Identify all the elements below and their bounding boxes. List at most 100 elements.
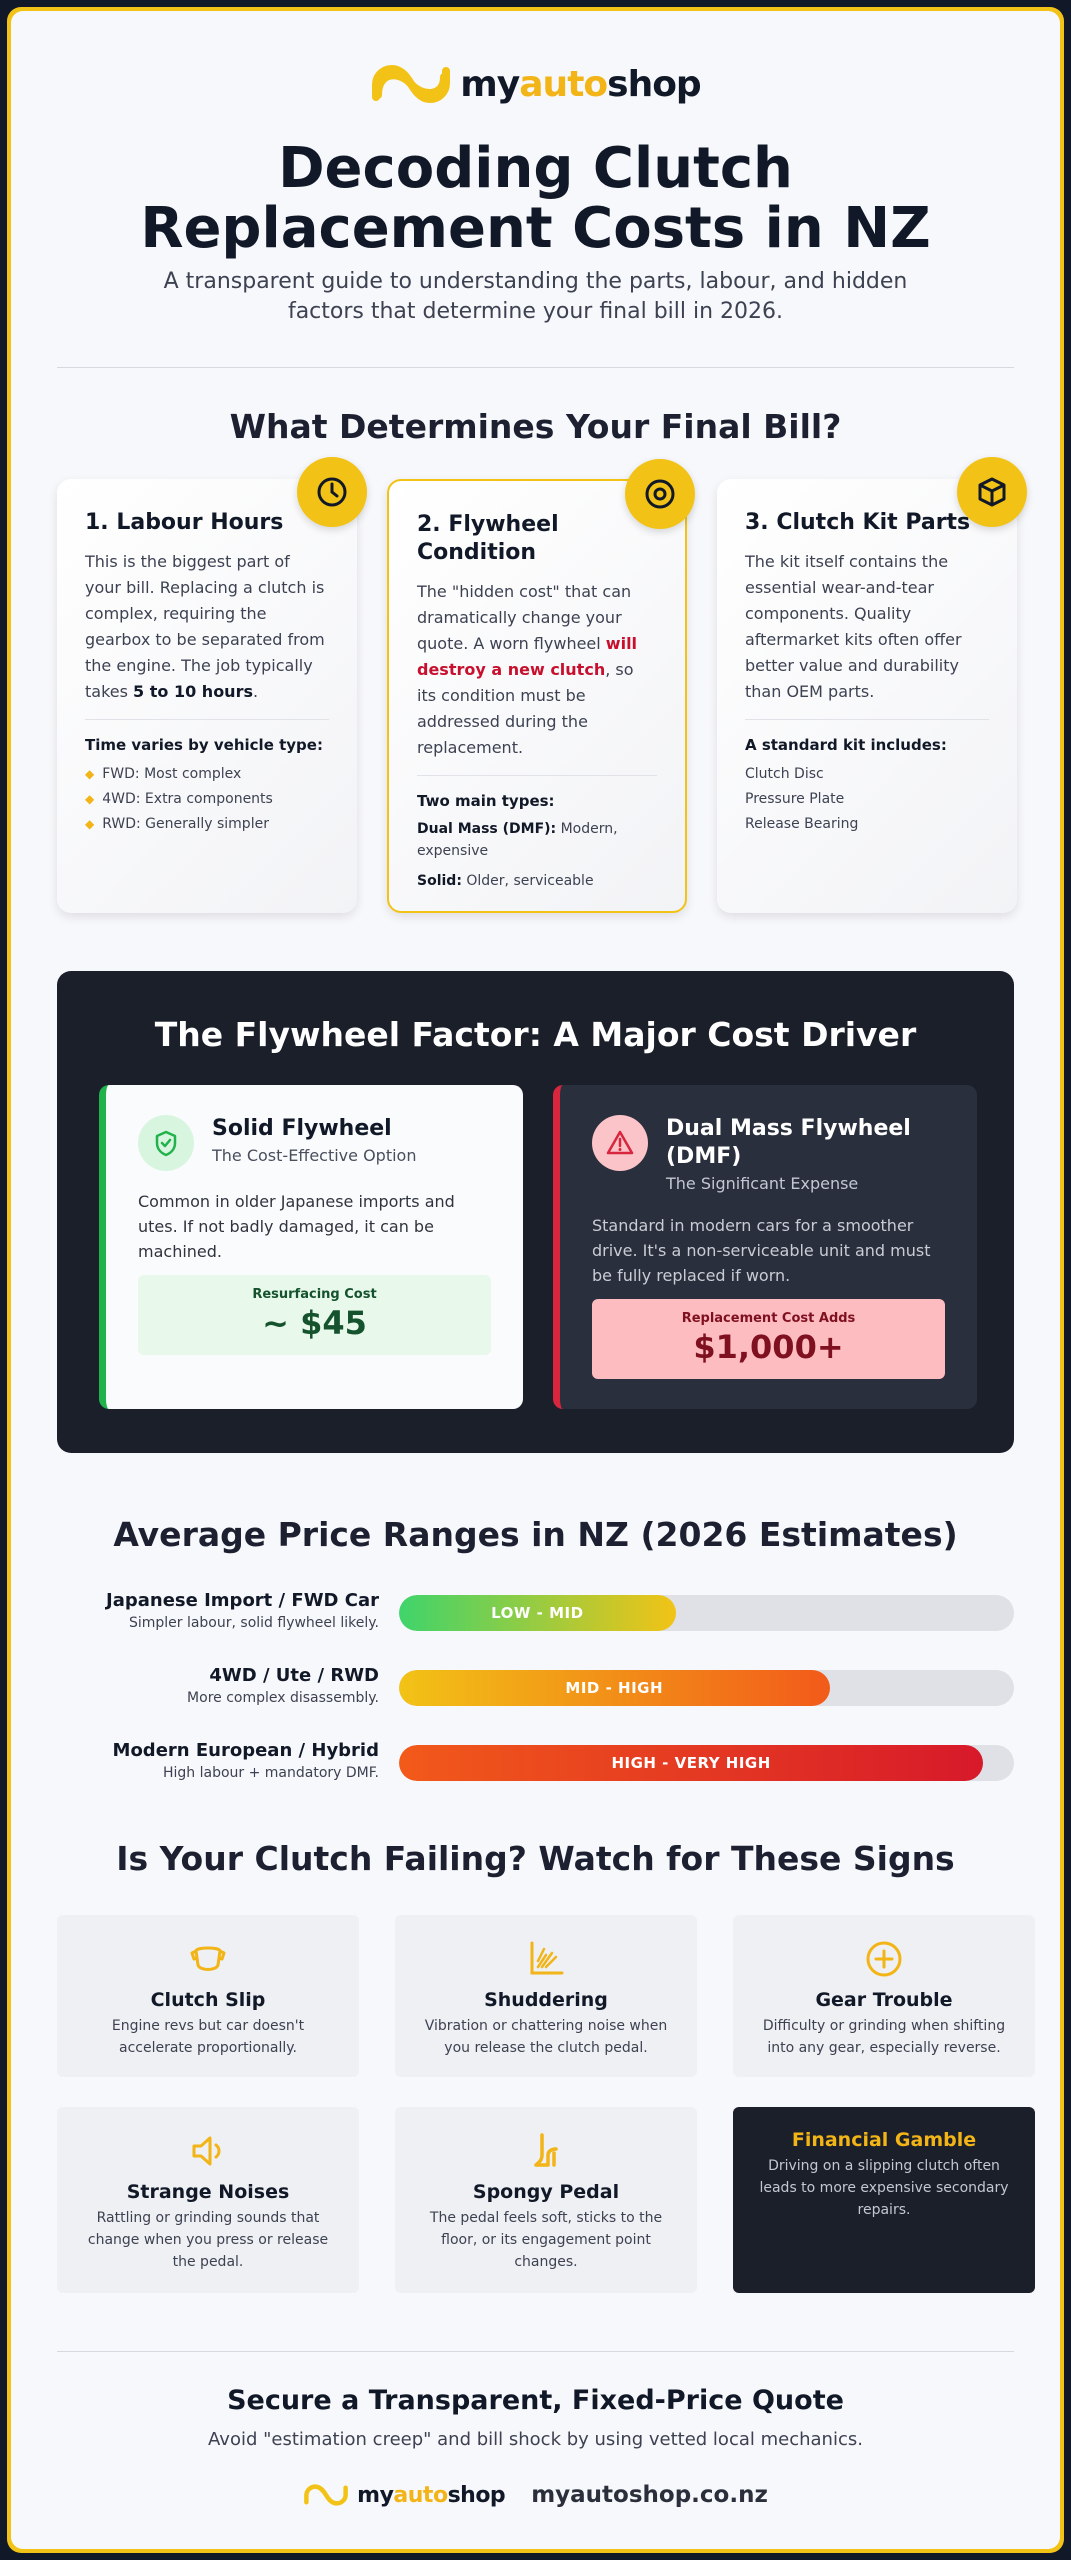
clock-icon: [297, 457, 367, 527]
sign-card-spongy-pedal: Spongy Pedal The pedal feels soft, stick…: [395, 2107, 697, 2293]
footer-subtitle: Avoid "estimation creep" and bill shock …: [208, 2429, 863, 2450]
vibration-icon: [524, 1937, 568, 1981]
divider: [57, 2351, 1014, 2352]
price-row-european: Modern European / Hybrid High labour + ma…: [57, 1739, 1014, 1789]
solid-flywheel-card: Solid Flywheel The Cost-Effective Option…: [99, 1085, 523, 1409]
list-item: ◆ FWD: Most complex: [85, 766, 242, 782]
cost-value: ~ $45: [262, 1304, 367, 1342]
dmf-flywheel-card: Dual Mass Flywheel (DMF) The Significant…: [553, 1085, 977, 1409]
sign-title: Shuddering: [484, 1989, 608, 2011]
sign-card-shuddering: Shuddering Vibration or chattering noise…: [395, 1915, 697, 2077]
vehicle-type: 4WD / Ute / RWD: [209, 1665, 379, 1686]
flywheel-description: Common in older Japanese imports and ute…: [138, 1192, 455, 1261]
sign-title: Financial Gamble: [791, 2129, 977, 2151]
card-title: 2. Flywheel Condition: [417, 512, 559, 565]
frame-accent-border: myautoshop Decoding Clutch Replacement C…: [7, 7, 1064, 2553]
cost-value: $1,000+: [693, 1328, 844, 1366]
box-icon: [957, 457, 1027, 527]
cost-label: Replacement Cost Adds: [681, 1311, 856, 1326]
vehicle-note: High labour + mandatory DMF.: [162, 1765, 379, 1781]
sign-title: Strange Noises: [126, 2181, 290, 2203]
sign-description: Engine revs but car doesn't accelerate p…: [111, 2018, 305, 2056]
vehicle-note: More complex disassembly.: [187, 1690, 379, 1706]
cost-box: Replacement Cost Adds $1,000+: [592, 1299, 945, 1379]
card-title: 3. Clutch Kit Parts: [745, 510, 971, 535]
flywheel-name: Solid Flywheel: [212, 1116, 392, 1141]
divider: [57, 367, 1014, 368]
sign-description: Driving on a slipping clutch often leads…: [759, 2158, 1009, 2218]
price-bar-fill: MID - HIGH: [399, 1670, 830, 1706]
factor-card-flywheel: 2. Flywheel Condition The "hidden cost" …: [387, 459, 695, 913]
footer-brand: myautoshop myautoshop.co.nz: [11, 2481, 1060, 2509]
card-body: The "hidden cost" that can dramatically …: [417, 582, 638, 757]
prices-heading: Average Price Ranges in NZ (2026 Estimat…: [113, 1515, 958, 1554]
sign-title: Clutch Slip: [150, 1989, 266, 2011]
card-list: Clutch Disc Pressure Plate Release Beari…: [745, 762, 989, 837]
infinity-logo-icon: [372, 65, 451, 103]
list-item: ◆ 4WD: Extra components: [85, 791, 273, 807]
speaker-icon: [186, 2129, 230, 2173]
price-bar-fill: LOW - MID: [399, 1595, 676, 1631]
infographic: myautoshop Decoding Clutch Replacement C…: [11, 11, 1060, 2549]
infinity-logo-icon: [304, 2484, 349, 2506]
sign-description: Vibration or chattering noise when you r…: [424, 2018, 668, 2056]
sign-description: The pedal feels soft, sticks to the floo…: [429, 2210, 663, 2270]
card-title: 1. Labour Hours: [85, 510, 284, 535]
vehicle-type: Modern European / Hybrid: [112, 1740, 379, 1761]
price-row-japanese: Japanese Import / FWD Car Simpler labour,…: [57, 1589, 1014, 1639]
vehicle-type: Japanese Import / FWD Car: [106, 1590, 379, 1611]
brand-wordmark: myautoshop: [357, 2482, 506, 2508]
sign-card-strange-noises: Strange Noises Rattling or grinding soun…: [57, 2107, 359, 2293]
warning-icon: [592, 1115, 648, 1171]
list-item: ◆ RWD: Generally simpler: [85, 816, 269, 832]
card-list-heading: Two main types:: [417, 792, 555, 810]
sign-description: Rattling or grinding sounds that change …: [87, 2210, 329, 2270]
page-title: Decoding Clutch Replacement Costs in NZ: [140, 136, 931, 261]
sign-card-gear-trouble: Gear Trouble Difficulty or grinding when…: [733, 1915, 1035, 2077]
pedal-icon: [524, 2129, 568, 2173]
sign-title: Spongy Pedal: [472, 2181, 620, 2203]
price-bar-track: MID - HIGH: [399, 1670, 1014, 1706]
shield-check-icon: [138, 1115, 194, 1171]
card-list-heading: Time varies by vehicle type:: [85, 736, 323, 754]
price-bar-track: LOW - MID: [399, 1595, 1014, 1631]
flywheel-type-dmf: Dual Mass (DMF): Modern, expensive: [417, 821, 618, 859]
factor-card-kit: 3. Clutch Kit Parts The kit itself conta…: [717, 457, 1027, 913]
flywheel-tag: The Significant Expense: [666, 1174, 859, 1193]
cost-box: Resurfacing Cost ~ $45: [138, 1275, 491, 1355]
flywheel-type-solid: Solid: Older, serviceable: [417, 873, 594, 889]
price-bar-fill: HIGH - VERY HIGH: [399, 1745, 984, 1781]
page-subtitle: A transparent guide to understanding the…: [163, 269, 908, 324]
slip-icon: [186, 1937, 230, 1981]
list-item: Pressure Plate: [745, 791, 845, 807]
flywheel-tag: The Cost-Effective Option: [212, 1146, 417, 1165]
price-row-4wd: 4WD / Ute / RWD More complex disassembly.…: [57, 1664, 1014, 1714]
signs-heading: Is Your Clutch Failing? Watch for These …: [116, 1839, 955, 1878]
target-icon: [625, 459, 695, 529]
sign-description: Difficulty or grinding when shifting int…: [762, 2018, 1006, 2056]
flywheel-heading: The Flywheel Factor: A Major Cost Driver: [154, 1015, 917, 1054]
sign-title: Gear Trouble: [815, 1989, 953, 2011]
card-list-heading: A standard kit includes:: [745, 736, 947, 754]
flywheel-description: Standard in modern cars for a smoother d…: [592, 1216, 931, 1285]
website-link[interactable]: myautoshop.co.nz: [531, 2482, 768, 2508]
sign-card-clutch-slip: Clutch Slip Engine revs but car doesn't …: [57, 1915, 359, 2077]
card-body: This is the biggest part of your bill. R…: [85, 552, 325, 701]
list-item: Clutch Disc: [745, 766, 824, 782]
sign-card-financial-gamble: Financial Gamble Driving on a slipping c…: [733, 2107, 1035, 2293]
factors-heading: What Determines Your Final Bill?: [229, 407, 842, 446]
header-logo[interactable]: myautoshop: [11, 61, 1060, 107]
factor-card-labour: 1. Labour Hours This is the biggest part…: [57, 457, 367, 913]
brand-wordmark: myautoshop: [460, 63, 701, 105]
cost-label: Resurfacing Cost: [252, 1287, 377, 1302]
card-body: The kit itself contains the essential we…: [745, 552, 962, 701]
flywheel-name: Dual Mass Flywheel (DMF): [666, 1116, 911, 1169]
price-bar-track: HIGH - VERY HIGH: [399, 1745, 1014, 1781]
vehicle-note: Simpler labour, solid flywheel likely.: [128, 1615, 379, 1631]
plus-circle-icon: [862, 1937, 906, 1981]
card-list: ◆ FWD: Most complex ◆ 4WD: Extra component…: [85, 762, 329, 837]
list-item: Release Bearing: [745, 816, 859, 832]
flywheel-section: The Flywheel Factor: A Major Cost Driver…: [57, 971, 1014, 1453]
footer-title: Secure a Transparent, Fixed-Price Quote: [227, 2385, 844, 2416]
